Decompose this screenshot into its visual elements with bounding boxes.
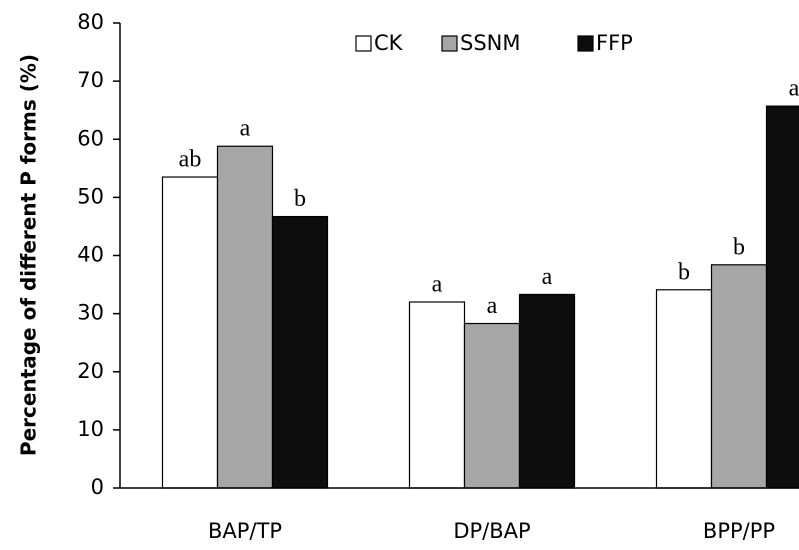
bar — [271, 215, 329, 489]
legend-label: FFP — [596, 31, 633, 55]
legend-label: SSNM — [460, 31, 521, 55]
significance-letter: a — [789, 76, 799, 102]
legend-swatch — [441, 35, 458, 52]
x-tick-label: BAP/TP — [208, 519, 282, 543]
x-tick-label: BPP/PP — [703, 519, 775, 543]
significance-letter: b — [733, 234, 745, 260]
bar — [655, 289, 713, 489]
significance-letter: b — [294, 186, 306, 212]
bar — [408, 301, 466, 489]
bar — [765, 105, 799, 489]
significance-letter: b — [678, 259, 690, 285]
significance-letter: a — [240, 116, 251, 142]
bar — [710, 264, 768, 489]
y-tick-label: 10 — [77, 417, 104, 441]
y-tick-label: 70 — [77, 68, 104, 92]
significance-letter: ab — [179, 147, 202, 173]
bar — [463, 322, 521, 489]
bar — [216, 145, 274, 489]
y-tick-label: 0 — [91, 475, 104, 499]
y-tick-label: 60 — [77, 126, 104, 150]
bar — [518, 293, 576, 489]
y-axis-label: Percentage of different P forms (%) — [17, 54, 41, 456]
y-tick-label: 40 — [77, 243, 104, 267]
significance-letter: a — [542, 264, 553, 290]
y-tick-label: 80 — [77, 10, 104, 34]
legend-swatch — [577, 35, 594, 52]
bar — [161, 176, 219, 489]
significance-letter: a — [432, 272, 443, 298]
legend-swatch — [355, 35, 372, 52]
y-tick-label: 50 — [77, 184, 104, 208]
x-tick-label: DP/BAP — [453, 519, 530, 543]
y-tick-label: 20 — [77, 359, 104, 383]
legend-label: CK — [374, 31, 404, 55]
significance-letter: a — [487, 293, 498, 319]
y-tick-label: 30 — [77, 301, 104, 325]
